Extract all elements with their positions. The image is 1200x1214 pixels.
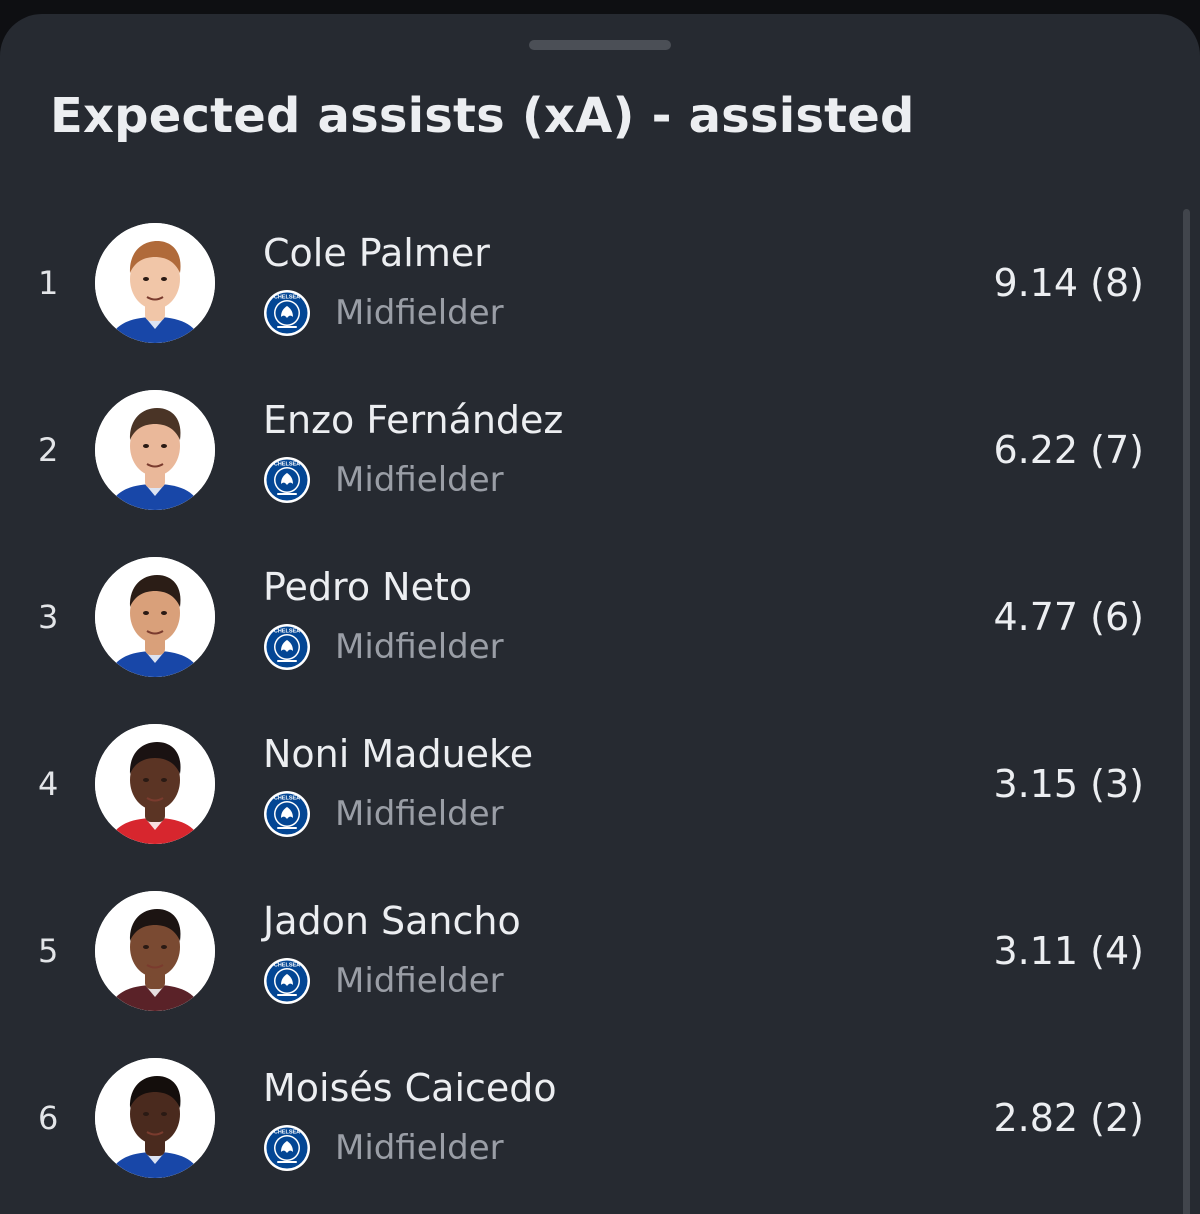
svg-text:CHELSEA: CHELSEA [274,295,300,301]
player-row[interactable]: 6 Moisés Caicedo CHELSEA Midfielder 2.82 (2) [0,1058,1180,1214]
player-xa-value: 2.82 (2) [993,1096,1144,1140]
player-xa-value: 3.11 (4) [993,929,1144,973]
player-avatar[interactable] [95,390,215,510]
player-row[interactable]: 1 Cole Palmer CHELSEA Midfielder 9.14 (8) [0,223,1180,390]
chelsea-badge-icon: CHELSEA [263,957,311,1005]
player-position: Midfielder [335,293,504,333]
svg-text:CHELSEA: CHELSEA [274,796,300,802]
chelsea-badge-icon: CHELSEA [263,289,311,337]
player-xa-value: 4.77 (6) [993,595,1144,639]
player-name[interactable]: Enzo Fernández [263,398,564,442]
player-rank: 6 [38,1099,59,1137]
player-avatar[interactable] [95,724,215,844]
chelsea-badge-icon: CHELSEA [263,456,311,504]
player-rank: 1 [38,264,59,302]
svg-text:CHELSEA: CHELSEA [274,1130,300,1136]
player-position: Midfielder [335,794,504,834]
player-xa-value: 9.14 (8) [993,261,1144,305]
player-avatar[interactable] [95,223,215,343]
chelsea-badge-icon: CHELSEA [263,623,311,671]
player-name[interactable]: Noni Madueke [263,732,534,776]
player-position: Midfielder [335,627,504,667]
player-xa-value: 3.15 (3) [993,762,1144,806]
scrollbar[interactable] [1183,209,1190,1214]
player-avatar[interactable] [95,557,215,677]
player-name[interactable]: Cole Palmer [263,231,490,275]
svg-text:CHELSEA: CHELSEA [274,462,300,468]
player-name[interactable]: Jadon Sancho [263,899,521,943]
sheet-title: Expected assists (xA) - assisted [50,88,915,144]
player-xa-value: 6.22 (7) [993,428,1144,472]
player-rank: 2 [38,431,59,469]
bottom-sheet: Expected assists (xA) - assisted 1 Cole P… [0,14,1200,1214]
player-row[interactable]: 4 Noni Madueke CHELSEA Midfielder 3.15 (3) [0,724,1180,891]
player-position: Midfielder [335,961,504,1001]
player-rank: 5 [38,932,59,970]
svg-text:CHELSEA: CHELSEA [274,963,300,969]
player-name[interactable]: Pedro Neto [263,565,473,609]
player-position: Midfielder [335,460,504,500]
player-name[interactable]: Moisés Caicedo [263,1066,557,1110]
chelsea-badge-icon: CHELSEA [263,1124,311,1172]
chelsea-badge-icon: CHELSEA [263,790,311,838]
player-avatar[interactable] [95,1058,215,1178]
player-row[interactable]: 2 Enzo Fernández CHELSEA Midfielder 6.22 (7) [0,390,1180,557]
svg-text:CHELSEA: CHELSEA [274,629,300,635]
drag-handle[interactable] [529,40,671,50]
player-rank: 4 [38,765,59,803]
player-row[interactable]: 3 Pedro Neto CHELSEA Midfielder 4.77 (6) [0,557,1180,724]
player-avatar[interactable] [95,891,215,1011]
player-rank: 3 [38,598,59,636]
player-row[interactable]: 5 Jadon Sancho CHELSEA Midfielder 3.11 (4) [0,891,1180,1058]
player-position: Midfielder [335,1128,504,1168]
